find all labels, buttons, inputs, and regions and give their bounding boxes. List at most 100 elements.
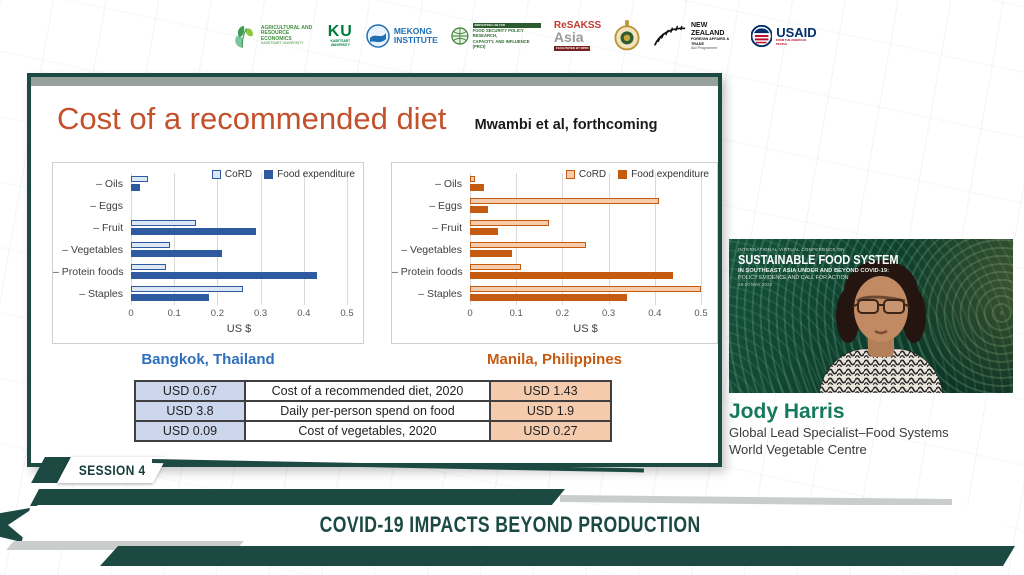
globe-icon (366, 24, 390, 48)
chart-bar (131, 175, 149, 183)
upper-teal-bar (30, 489, 565, 506)
chart-bar (470, 263, 521, 271)
category-label: – Protein foods (53, 266, 124, 278)
category-label: – Fruit (432, 222, 462, 234)
manila-bar-chart: 0 0.1 0.2 0.3 0.4 0.5 US $ – Oils – Eggs – Fruit –… (391, 162, 718, 344)
category-label: – Oils (96, 178, 123, 190)
logo-text: MEKONG (393, 26, 433, 37)
logo-text: RESOURCE ECONOMICS (260, 30, 292, 42)
table-cell: USD 0.09 (134, 420, 246, 442)
logo-text: KASETSART UNIVERSITY (260, 41, 304, 46)
category-label: – Vegetables (62, 244, 123, 256)
axis-tick-label: 0.1 (509, 308, 523, 319)
overlay-line: SUSTAINABLE FOOD SYSTEM (738, 252, 899, 267)
chart-bar (470, 272, 674, 279)
attribution-text: Mwambi et al, forthcoming (474, 117, 658, 133)
slide-top-strip (31, 77, 718, 86)
category-label: – Staples (418, 288, 462, 300)
category-label: – Protein foods (392, 266, 463, 278)
chart-legend: CoRD Food expenditure (211, 169, 355, 180)
logo-text: NEW ZEALAND (690, 22, 725, 37)
category-label: – Fruit (93, 222, 123, 234)
logo-resakss-asia: ReSAKSS Asia FACILITATED BY IFPRI (553, 20, 602, 51)
axis-tick-label: 0.5 (340, 308, 354, 319)
speaker-video: INTERNATIONAL VIRTUAL CONFERENCE ON SUST… (729, 239, 1013, 393)
slide-title: Cost of a recommended diet (57, 101, 447, 136)
crest-icon (614, 20, 640, 51)
partner-logo-bar: AGRICULTURAL AND RESOURCE ECONOMICS KASE… (232, 10, 817, 62)
legend-item: Food expenditure (618, 169, 709, 180)
chart-gridline (701, 173, 702, 305)
chart-bar (470, 241, 586, 249)
chart-gridline (608, 173, 610, 305)
logo-usaid: USAID FROM THE AMERICAN PEOPLE (750, 25, 817, 47)
chart-gridline (562, 173, 564, 305)
banner-gray-trim (559, 494, 953, 507)
axis-tick-label: 0 (467, 308, 473, 319)
chart-gridline (470, 173, 471, 305)
logo-text: KASETSART (330, 39, 351, 44)
table-cell: Daily per-person spend on food (244, 400, 491, 422)
chart-bar (131, 184, 140, 191)
category-label: – Eggs (429, 200, 462, 212)
session-title-banner: COVID-19 IMPACTS BEYOND PRODUCTION (8, 505, 1013, 545)
chart-bar (131, 263, 166, 271)
chart-gridline (131, 173, 132, 305)
logo-agricultural-resource-economics: AGRICULTURAL AND RESOURCE ECONOMICS KASE… (232, 20, 315, 52)
bangkok-bar-chart: 0 0.1 0.2 0.3 0.4 0.5 US $ – Oils – Eggs – Fruit –… (52, 162, 364, 344)
table-row: USD 0.09 Cost of vegetables, 2020 USD 0.27 (134, 420, 612, 442)
chart-bar (131, 294, 209, 301)
logo-text: Aid Programme (690, 45, 718, 50)
legend-item: CoRD (211, 169, 252, 180)
speaker-name: Jody Harris (729, 400, 845, 423)
table-cell: USD 0.67 (134, 380, 246, 402)
table-cell: USD 0.27 (489, 420, 612, 442)
axis-tick-label: 0.3 (601, 308, 616, 319)
logo-text: UNIVERSITY (330, 43, 350, 47)
logo-text: FOOD SECURITY POLICY RESEARCH, (472, 28, 524, 39)
chart-gridline (217, 173, 219, 305)
comparison-table-body: USD 0.67 Cost of a recommended diet, 2020… (134, 380, 612, 442)
globe-icon (451, 27, 469, 45)
overlay-line: POLICY EVIDENCE AND CALL FOR ACTION (738, 275, 849, 282)
lower-teal-bar (100, 546, 1015, 566)
axis-tick-label: 0.3 (253, 308, 268, 319)
logo-text: FROM THE AMERICAN PEOPLE (775, 38, 807, 46)
session-tag: SESSION 4 (57, 457, 167, 483)
manila-chart-label: Manila, Philippines (486, 351, 623, 368)
x-axis-label: US $ (573, 323, 598, 335)
session-title: COVID-19 IMPACTS BEYOND PRODUCTION (320, 512, 701, 537)
table-cell: USD 1.43 (489, 380, 612, 402)
x-axis-label: US $ (226, 323, 252, 335)
usaid-roundel-icon (750, 25, 772, 47)
chart-bar (131, 228, 257, 235)
table-cell: USD 1.9 (489, 400, 612, 422)
chart-bar (131, 241, 170, 249)
chart-gridline (303, 173, 305, 305)
legend-swatch (264, 170, 274, 179)
logo-text: INNOVATION LAB FOR (472, 22, 541, 29)
leaf-plant-icon (235, 25, 253, 48)
conference-title-overlay: INTERNATIONAL VIRTUAL CONFERENCE ON SUST… (738, 247, 920, 288)
table-cell: Cost of a recommended diet, 2020 (244, 380, 491, 402)
comparison-table: USD 0.67 Cost of a recommended diet, 2020… (134, 380, 612, 442)
logo-text: ReSAKSS (553, 20, 602, 32)
speaker-portrait (819, 260, 943, 393)
logo-text: INSTITUTE (393, 35, 438, 45)
bangkok-chart-label: Bangkok, Thailand (141, 351, 275, 368)
overlay-line: IN SOUTHEAST ASIA UNDER AND BEYOND COVID… (738, 268, 890, 275)
session-label: SESSION 4 (78, 462, 146, 478)
axis-tick-label: 0.2 (555, 308, 569, 319)
axis-tick-label: 0.5 (694, 308, 708, 319)
category-label: – Eggs (90, 200, 123, 212)
chart-bar (131, 272, 317, 279)
speaker-info: Jody Harris Global Lead Specialist–Food … (729, 399, 949, 458)
category-label: – Oils (435, 178, 462, 190)
logo-text: CAPACITY, AND INFLUENCE (PRCI) (472, 38, 530, 49)
logo-ku-kasetsart: KU KASETSART UNIVERSITY (328, 24, 353, 47)
speaker-title: Global Lead Specialist–Food Systems (729, 425, 949, 441)
logo-text: FOREIGN AFFAIRS & TRADE (690, 37, 730, 46)
chart-bar (470, 294, 628, 301)
legend-swatch (565, 170, 575, 179)
axis-tick-label: 0 (128, 308, 134, 319)
